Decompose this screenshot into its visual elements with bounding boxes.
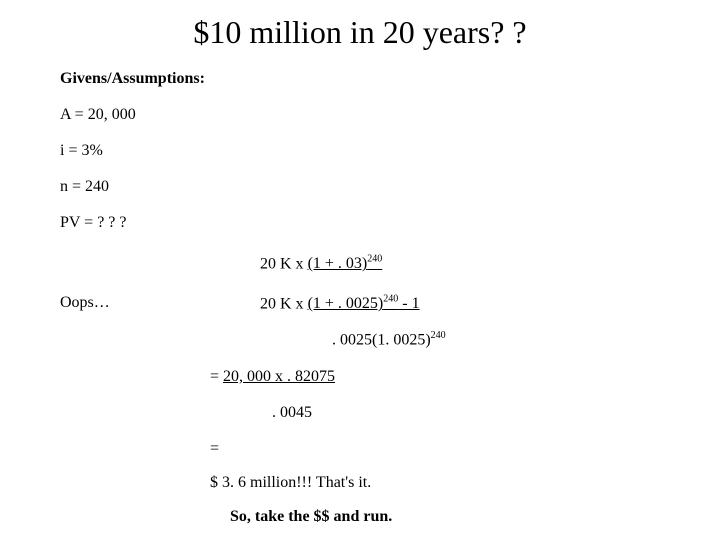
eq2-left: 20 K x (260, 295, 308, 312)
eq2-underline: (1 + . 0025)240 - 1 (308, 295, 420, 312)
equation-1: 20 K x (1 + . 03)240 (260, 254, 382, 273)
eq1-left: 20 K x (260, 255, 308, 272)
eq1-underline: (1 + . 03)240 (308, 255, 383, 272)
equation-3-denominator: . 0025(1. 0025)240 (332, 330, 446, 349)
eq4-underline: 20, 000 x . 82075 (223, 368, 335, 385)
closing-line: So, take the $$ and run. (230, 508, 392, 526)
slide: $10 million in 20 years? ? Givens/Assump… (0, 0, 720, 540)
given-pv: PV = ? ? ? (60, 214, 127, 232)
equation-6-eq: = (210, 440, 219, 458)
oops-label: Oops… (60, 294, 110, 312)
given-i: i = 3% (60, 142, 103, 160)
result-line: $ 3. 6 million!!! That's it. (210, 474, 371, 492)
givens-heading: Givens/Assumptions: (60, 70, 205, 88)
equation-4: = 20, 000 x . 82075 (210, 368, 335, 386)
equation-2: 20 K x (1 + . 0025)240 - 1 (260, 294, 420, 313)
eq4-eq: = (210, 368, 223, 385)
given-n: n = 240 (60, 178, 109, 196)
given-a: A = 20, 000 (60, 106, 136, 124)
equation-5: . 0045 (272, 404, 312, 422)
slide-title: $10 million in 20 years? ? (0, 14, 720, 51)
